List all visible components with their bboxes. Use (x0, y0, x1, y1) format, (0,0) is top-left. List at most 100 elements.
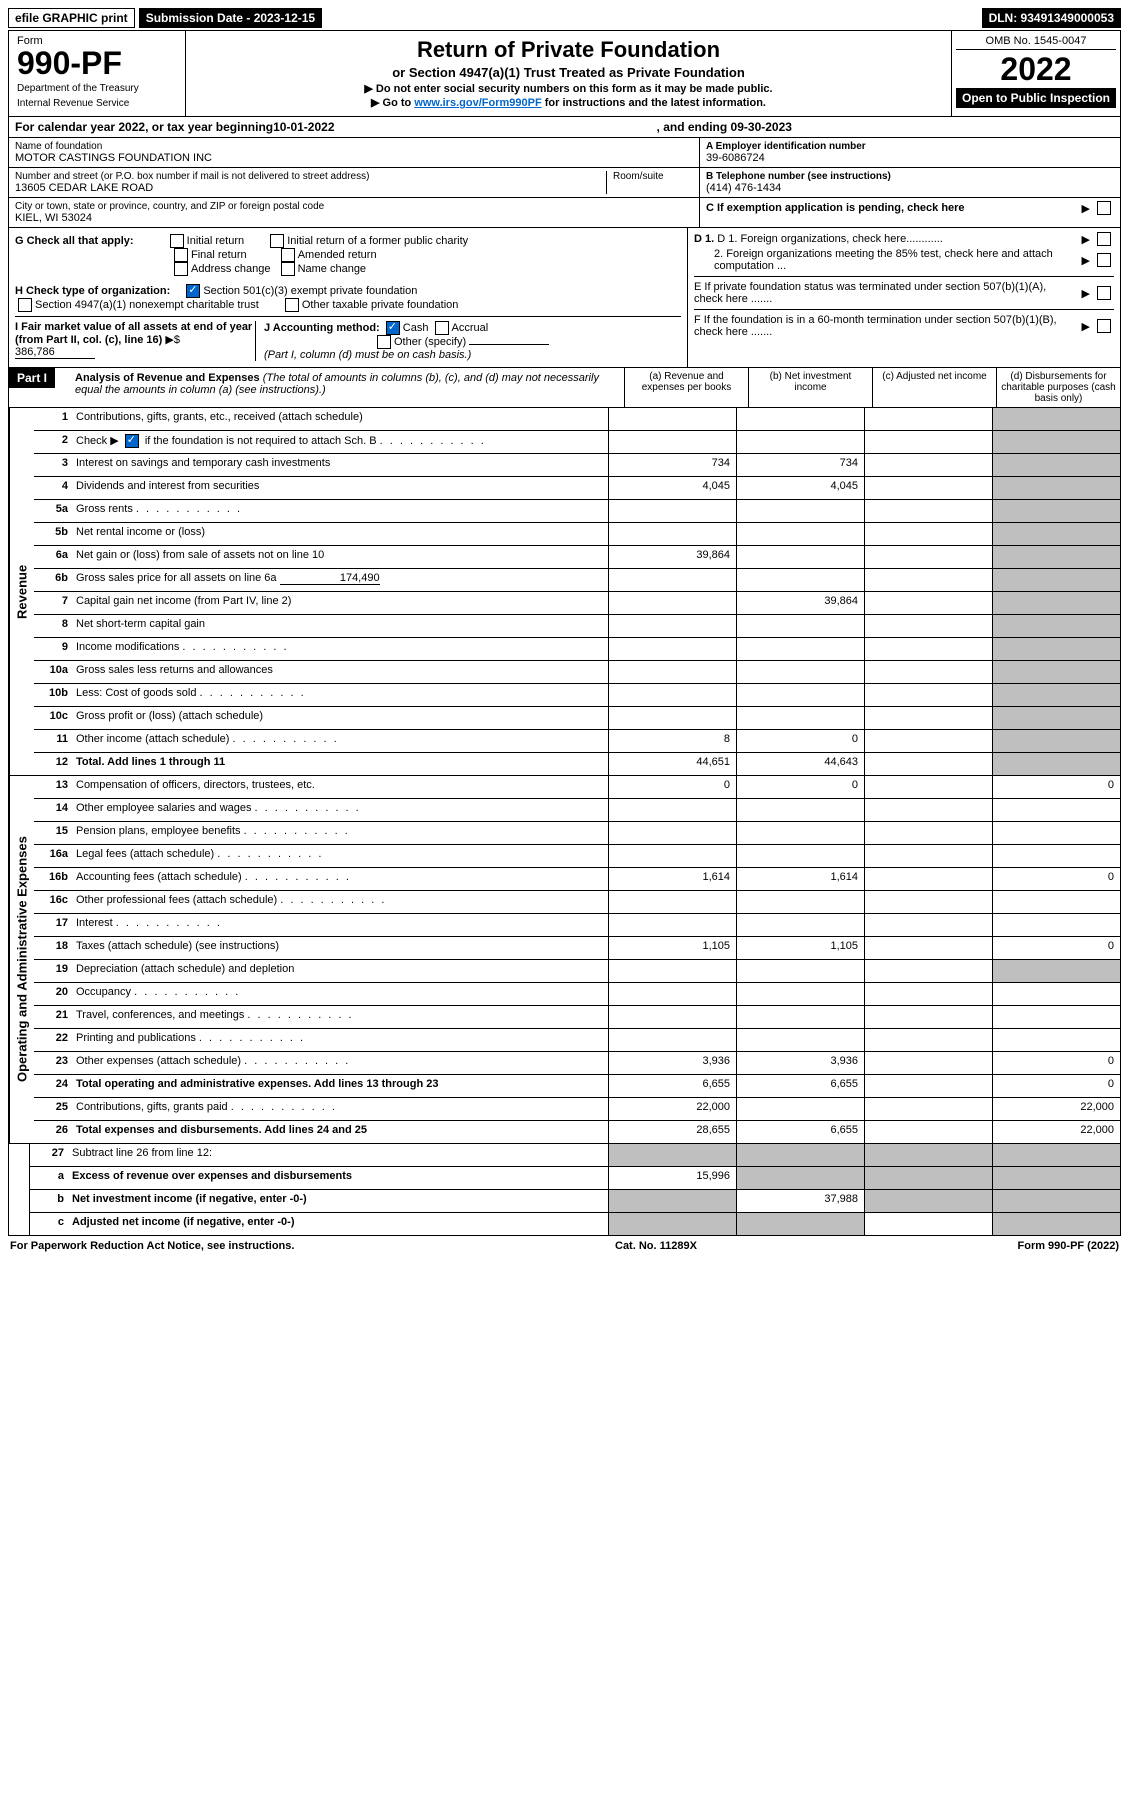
line-16a: 16a Legal fees (attach schedule) (34, 845, 1120, 868)
top-bar: efile GRAPHIC print Submission Date - 20… (8, 8, 1121, 28)
chk-501c3[interactable] (186, 284, 200, 298)
page-footer: For Paperwork Reduction Act Notice, see … (8, 1236, 1121, 1256)
line-13: 13 Compensation of officers, directors, … (34, 776, 1120, 799)
line-27a: a Excess of revenue over expenses and di… (30, 1167, 1120, 1190)
calendar-year-row: For calendar year 2022, or tax year begi… (8, 117, 1121, 138)
omb: OMB No. 1545-0047 (956, 35, 1116, 50)
col-b: (b) Net investment income (748, 368, 872, 407)
line-23: 23 Other expenses (attach schedule) 3,93… (34, 1052, 1120, 1075)
form-subtitle: or Section 4947(a)(1) Trust Treated as P… (192, 65, 945, 80)
chk-other-tax[interactable] (285, 298, 299, 312)
phone-label: B Telephone number (see instructions) (706, 171, 1114, 182)
part1-header: Part I Analysis of Revenue and Expenses … (8, 368, 1121, 408)
line-1: 1 Contributions, gifts, grants, etc., re… (34, 408, 1120, 431)
line-16c: 16c Other professional fees (attach sche… (34, 891, 1120, 914)
expenses-label: Operating and Administrative Expenses (9, 776, 34, 1143)
line-9: 9 Income modifications (34, 638, 1120, 661)
chk-d2[interactable] (1097, 253, 1111, 267)
line-11: 11 Other income (attach schedule) 80 (34, 730, 1120, 753)
line-10b: 10b Less: Cost of goods sold (34, 684, 1120, 707)
net-section: 27 Subtract line 26 from line 12: a Exce… (8, 1144, 1121, 1236)
line-25: 25 Contributions, gifts, grants paid 22,… (34, 1098, 1120, 1121)
line-20: 20 Occupancy (34, 983, 1120, 1006)
col-c: (c) Adjusted net income (872, 368, 996, 407)
chk-address[interactable] (174, 262, 188, 276)
line-3: 3 Interest on savings and temporary cash… (34, 454, 1120, 477)
line-6b: 6b Gross sales price for all assets on l… (34, 569, 1120, 592)
line-27c: c Adjusted net income (if negative, ente… (30, 1213, 1120, 1235)
form-header: Form 990-PF Department of the Treasury I… (8, 30, 1121, 117)
chk-f[interactable] (1097, 319, 1111, 333)
ein: 39-6086724 (706, 152, 1114, 164)
line-2: 2 Check ▶ if the foundation is not requi… (34, 431, 1120, 454)
chk-initial[interactable] (170, 234, 184, 248)
c-checkbox[interactable] (1097, 201, 1111, 215)
revenue-section: Revenue 1 Contributions, gifts, grants, … (8, 408, 1121, 776)
line-27: 27 Subtract line 26 from line 12: (30, 1144, 1120, 1167)
h-label: H Check type of organization: (15, 285, 170, 297)
line-5b: 5b Net rental income or (loss) (34, 523, 1120, 546)
dln: DLN: 93491349000053 (982, 8, 1121, 28)
open-inspection: Open to Public Inspection (956, 88, 1116, 108)
ein-label: A Employer identification number (706, 141, 1114, 152)
line-24: 24 Total operating and administrative ex… (34, 1075, 1120, 1098)
dept: Department of the Treasury (17, 83, 177, 94)
i-label: I Fair market value of all assets at end… (15, 321, 252, 346)
line-21: 21 Travel, conferences, and meetings (34, 1006, 1120, 1029)
chk-d1[interactable] (1097, 232, 1111, 246)
line-8: 8 Net short-term capital gain (34, 615, 1120, 638)
line-5a: 5a Gross rents (34, 500, 1120, 523)
line-26: 26 Total expenses and disbursements. Add… (34, 1121, 1120, 1143)
expenses-section: Operating and Administrative Expenses 13… (8, 776, 1121, 1144)
irs: Internal Revenue Service (17, 98, 177, 109)
chk-other-method[interactable] (377, 335, 391, 349)
chk-amended[interactable] (281, 248, 295, 262)
footer-right: Form 990-PF (2022) (1018, 1240, 1119, 1252)
line-6a: 6a Net gain or (loss) from sale of asset… (34, 546, 1120, 569)
chk-cash[interactable] (386, 321, 400, 335)
city-label: City or town, state or province, country… (15, 201, 693, 212)
part-label: Part I (9, 368, 55, 388)
efile-box[interactable]: efile GRAPHIC print (8, 8, 135, 28)
col-d: (d) Disbursements for charitable purpose… (996, 368, 1120, 407)
form-link[interactable]: www.irs.gov/Form990PF (414, 97, 541, 109)
form-number: 990-PF (17, 47, 177, 79)
form-title: Return of Private Foundation (192, 37, 945, 63)
footer-mid: Cat. No. 11289X (615, 1240, 697, 1252)
j-note: (Part I, column (d) must be on cash basi… (264, 349, 471, 361)
line-27b: b Net investment income (if negative, en… (30, 1190, 1120, 1213)
line-7: 7 Capital gain net income (from Part IV,… (34, 592, 1120, 615)
addr-label: Number and street (or P.O. box number if… (15, 171, 600, 182)
note-link: ▶ Go to www.irs.gov/Form990PF for instru… (192, 96, 945, 109)
chk-accrual[interactable] (435, 321, 449, 335)
line-14: 14 Other employee salaries and wages (34, 799, 1120, 822)
line-4: 4 Dividends and interest from securities… (34, 477, 1120, 500)
line-17: 17 Interest (34, 914, 1120, 937)
name-label: Name of foundation (15, 141, 693, 152)
line-10c: 10c Gross profit or (loss) (attach sched… (34, 707, 1120, 730)
chk-e[interactable] (1097, 286, 1111, 300)
chk-final[interactable] (174, 248, 188, 262)
line-16b: 16b Accounting fees (attach schedule) 1,… (34, 868, 1120, 891)
chk-initial-former[interactable] (270, 234, 284, 248)
footer-left: For Paperwork Reduction Act Notice, see … (10, 1240, 294, 1252)
foundation-name: MOTOR CASTINGS FOUNDATION INC (15, 152, 693, 164)
chk-name[interactable] (281, 262, 295, 276)
info-block: Name of foundation MOTOR CASTINGS FOUNDA… (8, 138, 1121, 228)
room-label: Room/suite (613, 171, 693, 182)
city: KIEL, WI 53024 (15, 212, 693, 224)
address: 13605 CEDAR LAKE ROAD (15, 182, 600, 194)
line-12: 12 Total. Add lines 1 through 11 44,6514… (34, 753, 1120, 775)
g-label: G Check all that apply: (15, 235, 134, 247)
line-10a: 10a Gross sales less returns and allowan… (34, 661, 1120, 684)
i-value: 386,786 (15, 346, 95, 359)
chk-4947[interactable] (18, 298, 32, 312)
line-22: 22 Printing and publications (34, 1029, 1120, 1052)
revenue-label: Revenue (9, 408, 34, 775)
line-15: 15 Pension plans, employee benefits (34, 822, 1120, 845)
phone: (414) 476-1434 (706, 182, 1114, 194)
c-label: C If exemption application is pending, c… (706, 202, 1078, 214)
line-19: 19 Depreciation (attach schedule) and de… (34, 960, 1120, 983)
col-a: (a) Revenue and expenses per books (624, 368, 748, 407)
tax-year: 2022 (956, 50, 1116, 88)
